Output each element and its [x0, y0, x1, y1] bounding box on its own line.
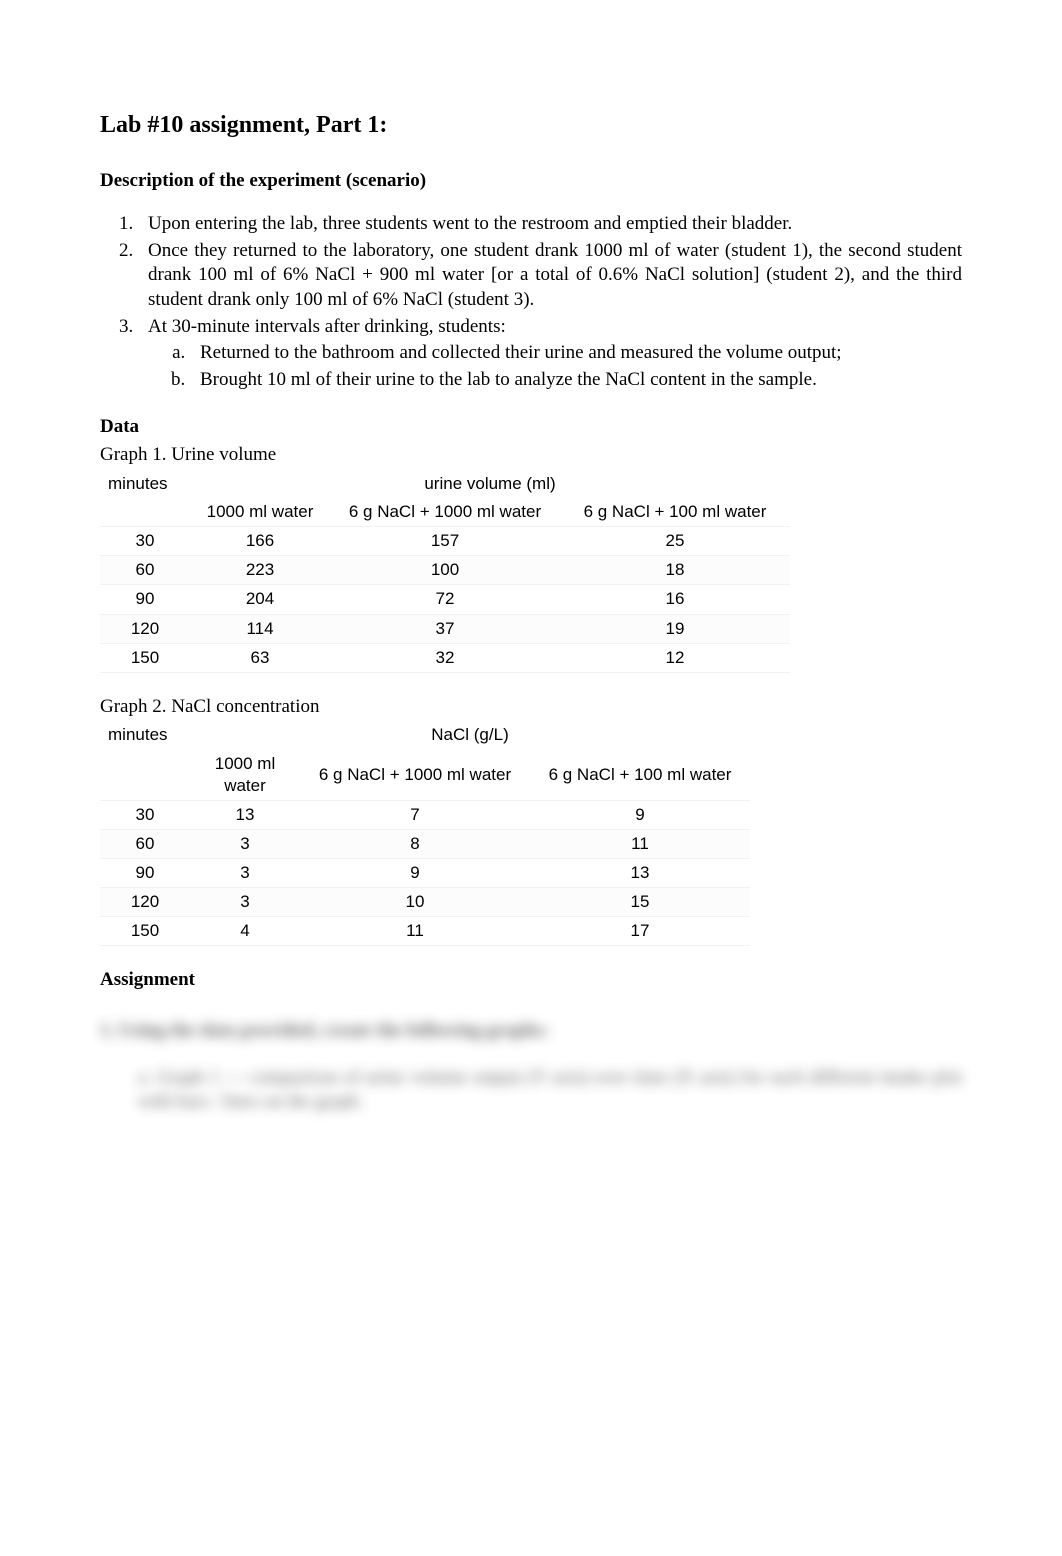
- table-cell: 4: [190, 917, 300, 946]
- table-header-minutes: minutes: [100, 470, 190, 498]
- description-heading: Description of the experiment (scenario): [100, 169, 962, 194]
- table-cell: 3: [190, 887, 300, 916]
- page-title: Lab #10 assignment, Part 1:: [100, 110, 962, 141]
- table-cell-minutes: 120: [100, 887, 190, 916]
- table-col-header: 1000 ml water: [190, 750, 300, 801]
- table-cell: 15: [530, 887, 750, 916]
- table-cell-minutes: 120: [100, 614, 190, 643]
- step-item: At 30-minute intervals after drinking, s…: [138, 315, 962, 393]
- blurred-line: 1. Using the data provided, create the f…: [100, 1019, 962, 1044]
- table-cell: 7: [300, 800, 530, 829]
- table-row: 60 3 8 11: [100, 829, 750, 858]
- table-row: 60 223 100 18: [100, 556, 790, 585]
- experiment-steps: Upon entering the lab, three students we…: [100, 212, 962, 393]
- table-cell-minutes: 150: [100, 643, 190, 672]
- step-item: Upon entering the lab, three students we…: [138, 212, 962, 237]
- table-cell: 18: [560, 556, 790, 585]
- table-cell: 157: [330, 527, 560, 556]
- table-cell: 10: [300, 887, 530, 916]
- table-cell: 16: [560, 585, 790, 614]
- graph1-caption: Graph 1. Urine volume: [100, 443, 962, 468]
- table-row: 150 63 32 12: [100, 643, 790, 672]
- table-cell: 72: [330, 585, 560, 614]
- data-heading: Data: [100, 415, 962, 440]
- graph2-caption: Graph 2. NaCl concentration: [100, 695, 962, 720]
- graph2-table: minutes NaCl (g/L) 1000 ml water 6 g NaC…: [100, 721, 750, 946]
- experiment-substeps: Returned to the bathroom and collected t…: [148, 341, 962, 392]
- table-col-header: 6 g NaCl + 100 ml water: [560, 498, 790, 527]
- table-cell: 3: [190, 829, 300, 858]
- table-cell: 166: [190, 527, 330, 556]
- table-row: 90 3 9 13: [100, 858, 750, 887]
- table-header-minutes: minutes: [100, 721, 190, 749]
- step-item: Once they returned to the laboratory, on…: [138, 239, 962, 313]
- table-cell: 8: [300, 829, 530, 858]
- table-row: 30 166 157 25: [100, 527, 790, 556]
- table-cell: 204: [190, 585, 330, 614]
- table-row: 90 204 72 16: [100, 585, 790, 614]
- table-cell: 11: [530, 829, 750, 858]
- table-col-header: 6 g NaCl + 100 ml water: [530, 750, 750, 801]
- graph1-table: minutes urine volume (ml) 1000 ml water …: [100, 470, 790, 673]
- table-col-header: 1000 ml water: [190, 498, 330, 527]
- substep-item: Returned to the bathroom and collected t…: [190, 341, 962, 366]
- table-cell-minutes: 60: [100, 556, 190, 585]
- table-cell: 3: [190, 858, 300, 887]
- table-cell: 13: [530, 858, 750, 887]
- table-row: 150 4 11 17: [100, 917, 750, 946]
- table-cell-minutes: 60: [100, 829, 190, 858]
- table-cell-minutes: 90: [100, 858, 190, 887]
- table-row: 30 13 7 9: [100, 800, 750, 829]
- table-cell: 63: [190, 643, 330, 672]
- table-cell: 13: [190, 800, 300, 829]
- table-cell: 19: [560, 614, 790, 643]
- blurred-content: 1. Using the data provided, create the f…: [100, 1019, 962, 1115]
- table-row: 120 114 37 19: [100, 614, 790, 643]
- table-cell: 114: [190, 614, 330, 643]
- table-cell: 9: [530, 800, 750, 829]
- blurred-line: a. Graph 1 — comparison of urine volume …: [100, 1066, 962, 1115]
- table-col-header: 6 g NaCl + 1000 ml water: [330, 498, 560, 527]
- table-cell: 12: [560, 643, 790, 672]
- table-cell: 100: [330, 556, 560, 585]
- table-cell: 223: [190, 556, 330, 585]
- table-cell-minutes: 150: [100, 917, 190, 946]
- table-super-header: NaCl (g/L): [190, 721, 750, 749]
- table-super-header: urine volume (ml): [190, 470, 790, 498]
- table-cell: 32: [330, 643, 560, 672]
- table-cell: 9: [300, 858, 530, 887]
- table-cell: 37: [330, 614, 560, 643]
- table-cell: 11: [300, 917, 530, 946]
- table-cell-minutes: 30: [100, 527, 190, 556]
- table-col-header: 6 g NaCl + 1000 ml water: [300, 750, 530, 801]
- table-row: 120 3 10 15: [100, 887, 750, 916]
- table-cell-minutes: 90: [100, 585, 190, 614]
- table-header-blank: [100, 498, 190, 527]
- table-cell: 25: [560, 527, 790, 556]
- substep-item: Brought 10 ml of their urine to the lab …: [190, 368, 962, 393]
- assignment-heading: Assignment: [100, 968, 962, 993]
- table-cell: 17: [530, 917, 750, 946]
- table-cell-minutes: 30: [100, 800, 190, 829]
- step-text: At 30-minute intervals after drinking, s…: [148, 316, 506, 337]
- table-header-blank: [100, 750, 190, 801]
